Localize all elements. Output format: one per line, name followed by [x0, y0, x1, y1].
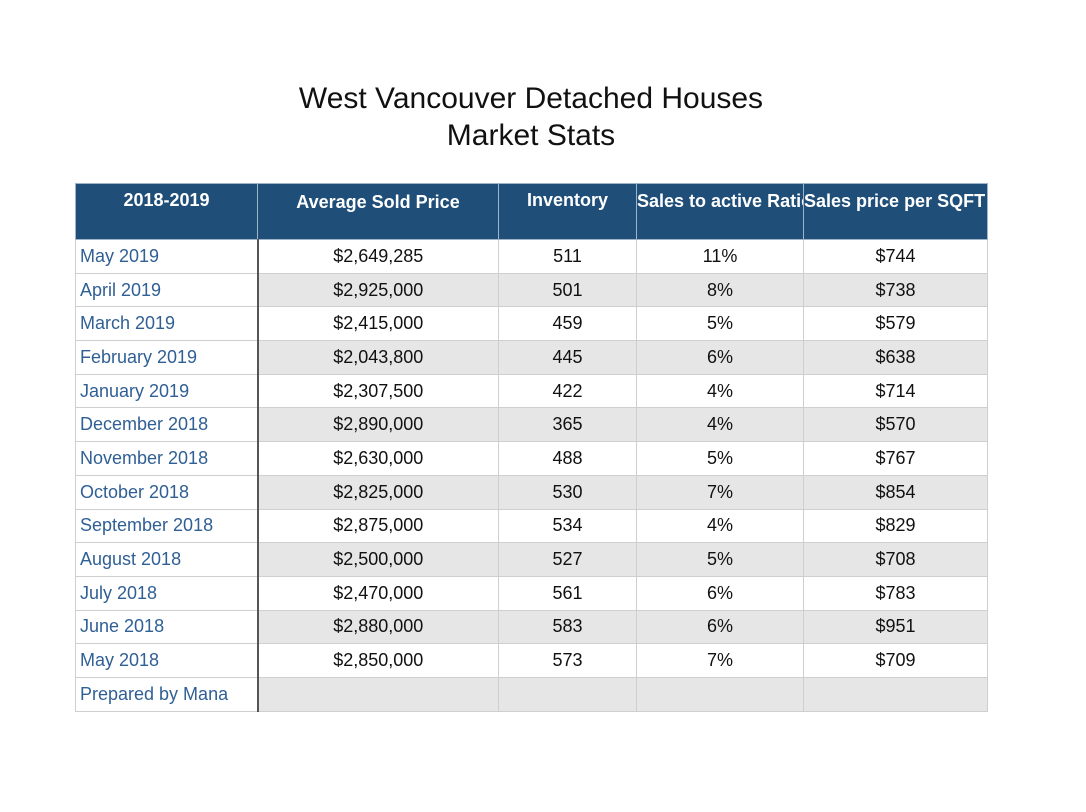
average-sold-price-cell: $2,880,000	[257, 609, 499, 645]
sales-price-per-sqft-cell: $738	[803, 272, 988, 308]
inventory-cell: 573	[498, 643, 637, 678]
inventory-cell: 561	[498, 575, 637, 611]
average-sold-price-cell: $2,630,000	[257, 441, 499, 476]
inventory-cell: 365	[498, 407, 637, 443]
sales-to-active-ratio-cell: 5%	[636, 306, 804, 342]
sales-price-per-sqft-cell: $829	[803, 508, 988, 544]
table-row: November 2018 $2,630,000 488 5% $767	[75, 441, 988, 476]
sales-to-active-ratio-cell: 4%	[636, 508, 804, 544]
table-row: August 2018 $2,500,000 527 5% $708	[75, 542, 988, 577]
header-row: 2018-2019 Average Sold Price Inventory S…	[75, 183, 988, 240]
sales-to-active-ratio-cell: 4%	[636, 407, 804, 443]
footer-cell	[803, 676, 988, 712]
sales-to-active-ratio-cell: 6%	[636, 609, 804, 645]
header-period: 2018-2019	[75, 183, 258, 240]
inventory-cell: 527	[498, 542, 637, 577]
month-cell: July 2018	[75, 575, 259, 611]
header-average-sold-price: Average Sold Price	[257, 183, 499, 240]
header-sales-price-per-sqft: Sales price per SQFT	[803, 183, 988, 240]
inventory-cell: 534	[498, 508, 637, 544]
month-cell: August 2018	[75, 542, 259, 577]
page-title: West Vancouver Detached Houses Market St…	[0, 80, 1062, 154]
sales-to-active-ratio-cell: 4%	[636, 373, 804, 409]
average-sold-price-cell: $2,925,000	[257, 272, 499, 308]
average-sold-price-cell: $2,825,000	[257, 474, 499, 510]
sales-to-active-ratio-cell: 11%	[636, 239, 804, 274]
month-cell: June 2018	[75, 609, 259, 645]
sales-to-active-ratio-cell: 7%	[636, 643, 804, 678]
month-cell: January 2019	[75, 373, 259, 409]
inventory-cell: 583	[498, 609, 637, 645]
table-row: May 2019 $2,649,285 511 11% $744	[75, 239, 988, 274]
month-cell: February 2019	[75, 340, 259, 375]
month-cell: March 2019	[75, 306, 259, 342]
sales-price-per-sqft-cell: $744	[803, 239, 988, 274]
month-cell: April 2019	[75, 272, 259, 308]
table-row: September 2018 $2,875,000 534 4% $829	[75, 508, 988, 544]
table-row: June 2018 $2,880,000 583 6% $951	[75, 609, 988, 645]
average-sold-price-cell: $2,500,000	[257, 542, 499, 577]
inventory-cell: 511	[498, 239, 637, 274]
sales-to-active-ratio-cell: 5%	[636, 542, 804, 577]
average-sold-price-cell: $2,470,000	[257, 575, 499, 611]
table-row: December 2018 $2,890,000 365 4% $570	[75, 407, 988, 443]
inventory-cell: 445	[498, 340, 637, 375]
sales-price-per-sqft-cell: $767	[803, 441, 988, 476]
month-cell: November 2018	[75, 441, 259, 476]
average-sold-price-cell: $2,415,000	[257, 306, 499, 342]
header-sales-to-active-ratio: Sales to active Ratio	[636, 183, 804, 240]
average-sold-price-cell: $2,649,285	[257, 239, 499, 274]
inventory-cell: 501	[498, 272, 637, 308]
month-cell: May 2019	[75, 239, 259, 274]
sales-to-active-ratio-cell: 6%	[636, 575, 804, 611]
sales-price-per-sqft-cell: $708	[803, 542, 988, 577]
inventory-cell: 530	[498, 474, 637, 510]
sales-price-per-sqft-cell: $783	[803, 575, 988, 611]
table-row: July 2018 $2,470,000 561 6% $783	[75, 575, 988, 611]
sales-to-active-ratio-cell: 7%	[636, 474, 804, 510]
sales-to-active-ratio-cell: 8%	[636, 272, 804, 308]
table-row: February 2019 $2,043,800 445 6% $638	[75, 340, 988, 375]
month-cell: May 2018	[75, 643, 259, 678]
inventory-cell: 488	[498, 441, 637, 476]
table-row: January 2019 $2,307,500 422 4% $714	[75, 373, 988, 409]
footer-row: Prepared by Mana	[75, 676, 988, 712]
header-inventory: Inventory	[498, 183, 637, 240]
footer-cell	[257, 676, 499, 712]
average-sold-price-cell: $2,850,000	[257, 643, 499, 678]
inventory-cell: 459	[498, 306, 637, 342]
footer-cell	[636, 676, 804, 712]
sales-price-per-sqft-cell: $854	[803, 474, 988, 510]
table-row: May 2018 $2,850,000 573 7% $709	[75, 643, 988, 678]
prepared-by-label: Prepared by Mana	[75, 676, 259, 712]
sales-to-active-ratio-cell: 6%	[636, 340, 804, 375]
sales-to-active-ratio-cell: 5%	[636, 441, 804, 476]
sales-price-per-sqft-cell: $579	[803, 306, 988, 342]
average-sold-price-cell: $2,307,500	[257, 373, 499, 409]
average-sold-price-cell: $2,043,800	[257, 340, 499, 375]
month-cell: December 2018	[75, 407, 259, 443]
table-row: April 2019 $2,925,000 501 8% $738	[75, 272, 988, 308]
sales-price-per-sqft-cell: $951	[803, 609, 988, 645]
table-row: March 2019 $2,415,000 459 5% $579	[75, 306, 988, 342]
footer-cell	[498, 676, 637, 712]
inventory-cell: 422	[498, 373, 637, 409]
sales-price-per-sqft-cell: $638	[803, 340, 988, 375]
month-cell: October 2018	[75, 474, 259, 510]
average-sold-price-cell: $2,890,000	[257, 407, 499, 443]
sales-price-per-sqft-cell: $709	[803, 643, 988, 678]
table-row: October 2018 $2,825,000 530 7% $854	[75, 474, 988, 510]
sales-price-per-sqft-cell: $714	[803, 373, 988, 409]
market-stats-table: 2018-2019 Average Sold Price Inventory S…	[75, 183, 988, 712]
month-cell: September 2018	[75, 508, 259, 544]
sales-price-per-sqft-cell: $570	[803, 407, 988, 443]
title-line-1: West Vancouver Detached Houses	[298, 82, 764, 115]
average-sold-price-cell: $2,875,000	[257, 508, 499, 544]
title-line-2: Market Stats	[446, 119, 616, 152]
